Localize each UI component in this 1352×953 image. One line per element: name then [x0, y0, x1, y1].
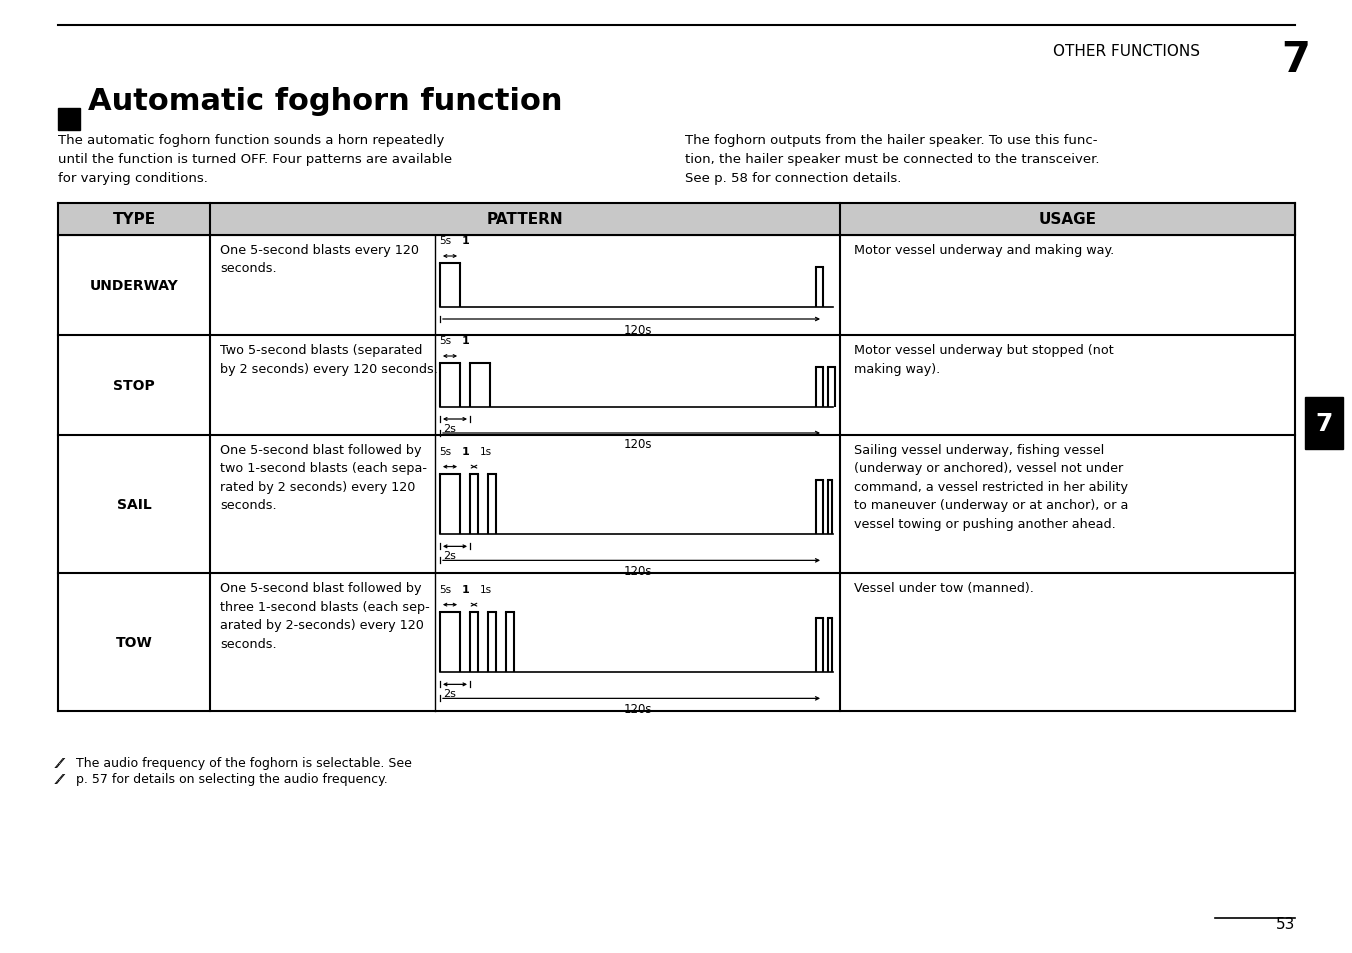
Text: 5s: 5s [439, 584, 452, 594]
Text: The foghorn outputs from the hailer speaker. To use this func-
tion, the hailer : The foghorn outputs from the hailer spea… [685, 133, 1099, 185]
Text: OTHER FUNCTIONS: OTHER FUNCTIONS [1053, 44, 1201, 59]
Text: One 5-second blasts every 120
seconds.: One 5-second blasts every 120 seconds. [220, 244, 419, 275]
Text: UNDERWAY: UNDERWAY [89, 278, 178, 293]
Text: One 5-second blast followed by
two 1-second blasts (each sepa-
rated by 2 second: One 5-second blast followed by two 1-sec… [220, 443, 427, 512]
Bar [58, 109, 80, 131]
Text: PATTERN: PATTERN [487, 213, 564, 227]
Text: 2s: 2s [443, 689, 457, 699]
Text: The automatic foghorn function sounds a horn repeatedly
until the function is tu: The automatic foghorn function sounds a … [58, 133, 452, 185]
Text: The audio frequency of the foghorn is selectable. See: The audio frequency of the foghorn is se… [76, 757, 412, 769]
Text: 5s: 5s [439, 335, 452, 346]
Text: TYPE: TYPE [112, 213, 155, 227]
Text: Motor vessel underway but stopped (not
making way).: Motor vessel underway but stopped (not m… [854, 344, 1114, 375]
Bar [58, 204, 1295, 235]
Text: 5s: 5s [439, 446, 452, 456]
Text: 53: 53 [1276, 916, 1295, 931]
Text: 120s: 120s [623, 565, 652, 578]
Text: USAGE: USAGE [1038, 213, 1096, 227]
Text: Two 5-second blasts (separated
by 2 seconds) every 120 seconds.: Two 5-second blasts (separated by 2 seco… [220, 344, 438, 375]
Text: 1: 1 [462, 235, 469, 246]
Text: Automatic foghorn function: Automatic foghorn function [88, 87, 562, 116]
Text: 120s: 120s [623, 437, 652, 451]
Text: One 5-second blast followed by
three 1-second blasts (each sep-
arated by 2-seco: One 5-second blast followed by three 1-s… [220, 581, 430, 650]
Text: 7: 7 [1280, 39, 1310, 81]
Text: STOP: STOP [114, 378, 155, 393]
Text: 120s: 120s [623, 702, 652, 716]
Text: p. 57 for details on selecting the audio frequency.: p. 57 for details on selecting the audio… [76, 772, 388, 785]
Text: 1: 1 [462, 584, 469, 594]
Text: 2s: 2s [443, 551, 457, 560]
Text: 5s: 5s [439, 235, 452, 246]
Text: 1: 1 [462, 446, 469, 456]
Bar [1305, 397, 1343, 450]
Text: 1s: 1s [480, 446, 492, 456]
Text: 1s: 1s [480, 584, 492, 594]
Text: Sailing vessel underway, fishing vessel
(underway or anchored), vessel not under: Sailing vessel underway, fishing vessel … [854, 443, 1129, 531]
Text: 7: 7 [1315, 412, 1333, 436]
Text: 2s: 2s [443, 423, 457, 434]
Text: Vessel under tow (manned).: Vessel under tow (manned). [854, 581, 1034, 595]
Text: 1: 1 [462, 335, 469, 346]
Text: TOW: TOW [116, 636, 153, 649]
Text: 120s: 120s [623, 324, 652, 336]
Text: ⁄⁄: ⁄⁄ [58, 757, 62, 770]
Text: Motor vessel underway and making way.: Motor vessel underway and making way. [854, 244, 1114, 256]
Text: SAIL: SAIL [116, 497, 151, 512]
Text: ⁄⁄: ⁄⁄ [58, 772, 62, 786]
